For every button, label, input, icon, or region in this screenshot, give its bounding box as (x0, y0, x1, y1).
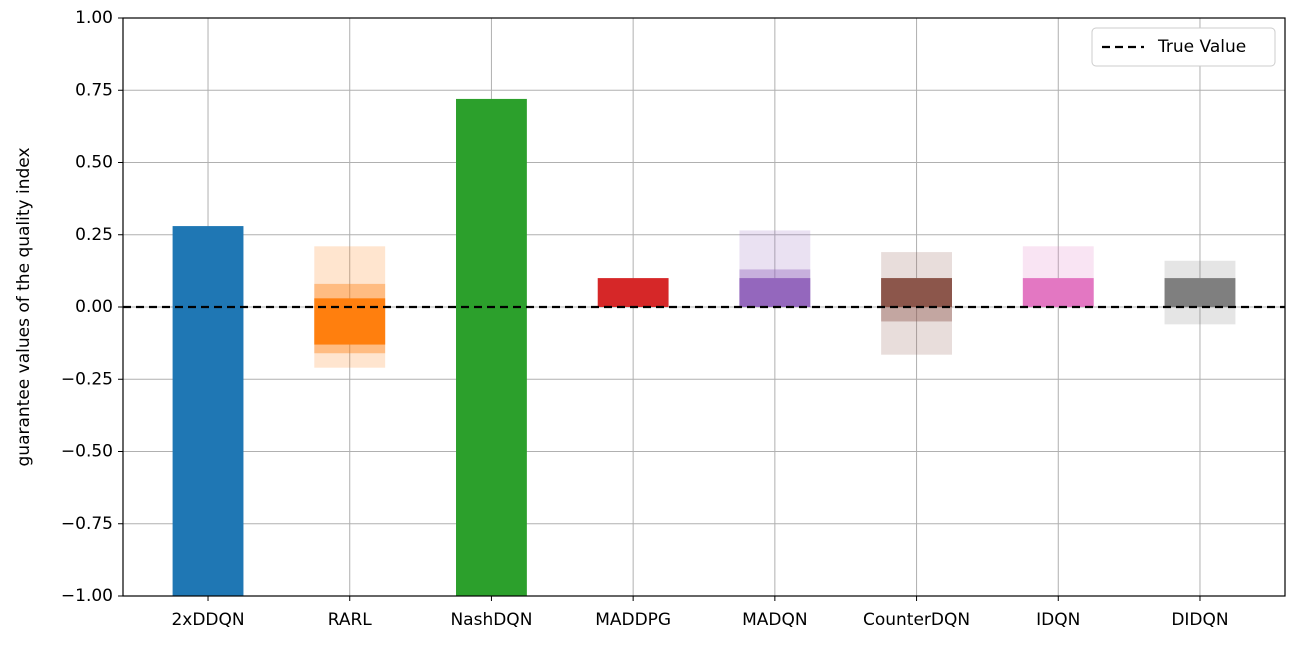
x-tick-label: 2xDDQN (171, 610, 244, 630)
bar (739, 278, 811, 307)
y-tick-label: 0.75 (75, 80, 113, 100)
y-tick-label: 1.00 (75, 8, 113, 28)
bar (1164, 278, 1236, 307)
y-tick-label: −0.25 (61, 369, 113, 389)
legend-label: True Value (1157, 37, 1246, 57)
y-axis-label: guarantee values of the quality index (14, 147, 34, 466)
y-tick-label: 0.50 (75, 153, 113, 173)
x-tick-label: IDQN (1036, 610, 1080, 630)
x-tick-label: MADDPG (595, 610, 671, 630)
bar (1022, 278, 1094, 307)
y-tick-label: −0.50 (61, 442, 113, 462)
y-tick-label: 0.25 (75, 225, 113, 245)
bars (172, 98, 1236, 597)
x-tick-label: DIDQN (1171, 610, 1228, 630)
x-tick-label: MADQN (742, 610, 808, 630)
bar (456, 98, 527, 597)
plot-frame (122, 17, 1286, 597)
y-tick-label: −1.00 (61, 586, 113, 606)
bar (881, 278, 952, 307)
x-tick-label: CounterDQN (863, 610, 970, 630)
y-tick-label: 0.00 (75, 297, 113, 317)
x-tick-label: RARL (328, 610, 373, 630)
bar (597, 278, 669, 307)
x-tick-label: NashDQN (450, 610, 532, 630)
y-tick-label: −0.75 (61, 514, 113, 534)
legend-box (1091, 27, 1276, 67)
bar (172, 226, 244, 596)
bar (314, 298, 386, 345)
